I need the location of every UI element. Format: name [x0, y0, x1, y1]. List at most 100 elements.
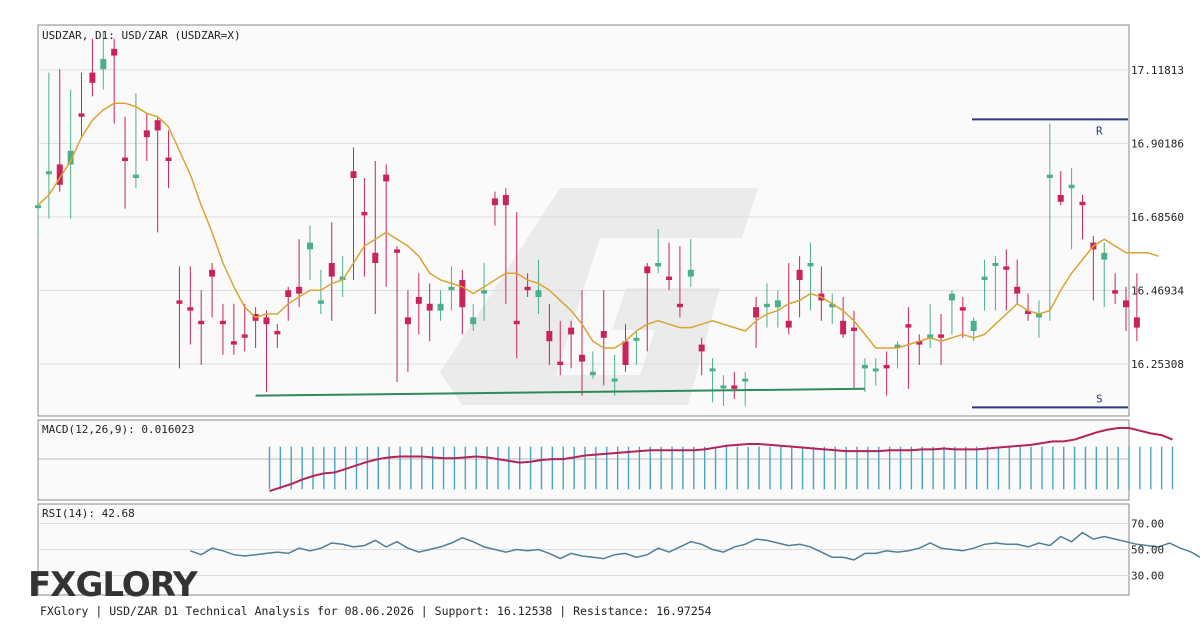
candle-body	[219, 320, 226, 325]
macd-histogram	[268, 446, 1174, 490]
footer-caption: FXGlory | USD/ZAR D1 Technical Analysis …	[40, 604, 712, 618]
macd-title: MACD(12,26,9): 0.016023	[42, 423, 194, 436]
candle-body	[742, 378, 749, 382]
price-gridlines	[38, 69, 1129, 365]
candle-body	[840, 320, 847, 335]
price-axis-ticks: 17.11813 16.90186 16.68560 16.46934 16.25308	[1131, 64, 1184, 371]
candle-body	[535, 290, 542, 297]
candle-body	[339, 276, 346, 280]
price-tick-label: 16.68560	[1131, 211, 1184, 224]
candle-body	[807, 263, 814, 267]
candle-body	[720, 385, 727, 389]
candle-body	[89, 72, 96, 83]
candle-body	[415, 297, 422, 304]
watermark-logo-shape	[440, 188, 758, 405]
watermark-g-shape	[440, 188, 758, 405]
support-label: S	[1096, 392, 1103, 405]
candle-body	[698, 344, 705, 352]
candle-body	[328, 263, 335, 277]
candle-body	[45, 171, 52, 175]
candle-body	[317, 300, 324, 304]
candle-body	[785, 320, 792, 328]
candle-body	[383, 174, 390, 182]
candle-body	[394, 249, 401, 253]
candle-body	[122, 157, 129, 161]
candle-body	[970, 320, 977, 331]
price-tick-label: 16.46934	[1131, 284, 1184, 297]
candle-body	[1068, 184, 1075, 189]
support-trendline	[255, 387, 865, 397]
rsi-line	[190, 531, 1200, 561]
candle-body	[981, 276, 988, 280]
candle-body	[513, 320, 520, 325]
candle-body	[524, 286, 531, 291]
candle-body	[709, 368, 716, 372]
candle-body	[753, 307, 760, 318]
candle-body	[644, 266, 651, 274]
candle-body	[557, 361, 564, 365]
candle-body	[35, 205, 41, 209]
candle-body	[274, 331, 281, 335]
candle-body	[568, 327, 575, 335]
candle-body	[132, 174, 139, 178]
candle-body	[296, 286, 303, 294]
rsi-tick-label: 30.00	[1131, 570, 1164, 583]
candle-body	[437, 303, 444, 311]
candle-body	[1025, 310, 1032, 314]
candle-body	[633, 337, 640, 341]
macd-panel-frame	[37, 419, 1130, 501]
candle-body	[67, 150, 74, 165]
rsi-tick-label: 50.00	[1131, 544, 1164, 557]
candle-body	[448, 286, 455, 291]
candle-body	[78, 113, 85, 117]
candle-body	[491, 198, 498, 206]
candle-body	[872, 368, 879, 372]
price-tick-label: 16.90186	[1131, 137, 1184, 150]
candle-body	[905, 324, 912, 328]
candle-body	[883, 365, 890, 369]
candle-body	[927, 334, 934, 338]
candle-body	[731, 385, 738, 389]
candle-body	[198, 320, 205, 325]
candle-body	[829, 303, 836, 308]
candle-body	[546, 331, 553, 342]
candle-body	[1046, 174, 1053, 178]
candle-body	[165, 157, 172, 161]
candle-body	[502, 195, 509, 206]
macd-signal-line	[269, 427, 1173, 493]
candle-body	[154, 120, 161, 131]
candle-body	[241, 334, 248, 338]
candle-body	[176, 300, 183, 304]
candle-body	[285, 290, 292, 297]
candle-body	[622, 341, 629, 365]
candle-body	[209, 269, 216, 277]
candle-body	[1133, 317, 1140, 328]
candle-body	[426, 303, 433, 311]
candle-body	[948, 293, 955, 301]
price-tick-label: 16.25308	[1131, 358, 1184, 371]
candle-body	[796, 269, 803, 280]
candle-body	[143, 130, 150, 138]
candle-body	[611, 378, 618, 382]
candle-body	[959, 307, 966, 311]
candle-body	[589, 371, 596, 376]
candle-body	[1079, 201, 1086, 206]
candle-body	[111, 48, 118, 56]
candle-body	[263, 317, 270, 325]
candle-body	[307, 242, 313, 250]
candle-body	[916, 341, 923, 345]
candle-body	[938, 334, 945, 338]
candle-body	[100, 59, 107, 70]
candle-body	[1101, 252, 1108, 260]
fxglory-logo: FXGLORY	[28, 565, 198, 605]
candle-body	[763, 303, 770, 308]
candle-body	[470, 317, 477, 325]
candle-body	[687, 269, 694, 277]
candle-body	[894, 344, 901, 348]
candle-body	[481, 290, 488, 294]
candle-body	[372, 252, 379, 263]
candle-body	[851, 327, 857, 331]
candle-body	[579, 354, 585, 362]
candle-body	[230, 341, 237, 345]
candle-body	[404, 317, 411, 325]
